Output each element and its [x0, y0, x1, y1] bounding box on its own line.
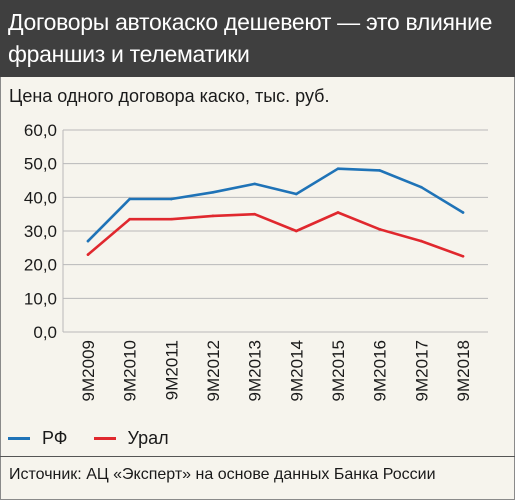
data-point-1-4: [253, 212, 256, 216]
data-point-1-5: [295, 229, 298, 233]
data-point-0-0: [86, 239, 90, 243]
legend-label-ural: Урал: [127, 427, 169, 448]
series-lines: [86, 167, 465, 258]
y-tick-label: 30,0: [24, 222, 57, 241]
data-point-0-2: [170, 197, 173, 201]
y-tick-label: 0,0: [33, 323, 57, 342]
legend-swatch-rf: [8, 436, 30, 440]
data-point-1-8: [420, 239, 423, 243]
y-tick-label: 50,0: [24, 155, 57, 174]
x-tick-label: 9М2013: [246, 340, 265, 401]
x-tick-label: 9М2010: [121, 340, 140, 401]
data-point-1-7: [378, 228, 381, 231]
legend-item-ural: Урал: [93, 427, 169, 449]
legend-swatch-ural: [93, 436, 116, 440]
grid-lines: [62, 129, 488, 333]
y-tick-label: 10,0: [24, 289, 57, 308]
data-point-1-0: [86, 253, 90, 256]
x-tick-label: 9М2016: [371, 340, 390, 401]
data-point-1-9: [461, 254, 465, 258]
x-tick-label: 9М2012: [204, 340, 223, 401]
x-tick-label: 9М2009: [79, 340, 98, 401]
data-point-0-7: [378, 169, 381, 172]
y-tick-label: 60,0: [24, 121, 57, 140]
legend: РФ Урал: [8, 426, 195, 450]
data-point-1-2: [170, 217, 173, 221]
data-point-1-3: [211, 214, 215, 218]
line-chart: 0,0 10,0 20,0 30,0 40,0 50,0 60,0 9М2009 9М2010…: [24, 121, 488, 401]
x-tick-label: 9М2011: [162, 340, 181, 400]
chart-title: Договоры автокаско дешевеют — это влияни…: [0, 0, 515, 77]
x-tick-label: 9М2015: [329, 340, 348, 401]
series-line-0: [86, 167, 465, 243]
data-point-0-3: [211, 190, 215, 194]
series-line-1: [86, 211, 465, 258]
data-point-0-4: [253, 182, 256, 186]
legend-label-rf: РФ: [42, 427, 68, 448]
y-tick-label: 20,0: [24, 256, 57, 275]
x-tick-label: 9М2018: [454, 340, 473, 401]
data-point-1-6: [336, 211, 340, 214]
data-point-1-1: [128, 217, 131, 221]
data-point-0-6: [336, 167, 340, 171]
x-tick-label: 9М2017: [412, 340, 431, 401]
data-point-0-8: [420, 185, 423, 189]
y-axis-ticks: 0,0 10,0 20,0 30,0 40,0 50,0 60,0: [24, 121, 57, 342]
legend-item-rf: РФ: [8, 428, 68, 449]
data-point-0-9: [461, 211, 465, 214]
source-divider: [0, 456, 515, 457]
chart-subtitle: Цена одного договора каско, тыс. руб.: [9, 86, 330, 106]
x-axis-ticks: 9М2009 9М2010 9М2011 9М2012 9М2013 9М2014 9М20…: [79, 340, 473, 401]
data-point-0-1: [128, 197, 131, 201]
y-tick-label: 40,0: [24, 188, 57, 207]
data-point-0-5: [295, 192, 298, 196]
x-tick-label: 9М2014: [287, 340, 306, 401]
source-note: Источник: АЦ «Эксперт» на основе данных …: [9, 466, 436, 483]
